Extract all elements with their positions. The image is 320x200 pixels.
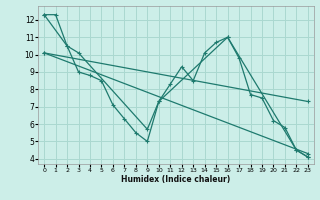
X-axis label: Humidex (Indice chaleur): Humidex (Indice chaleur) bbox=[121, 175, 231, 184]
